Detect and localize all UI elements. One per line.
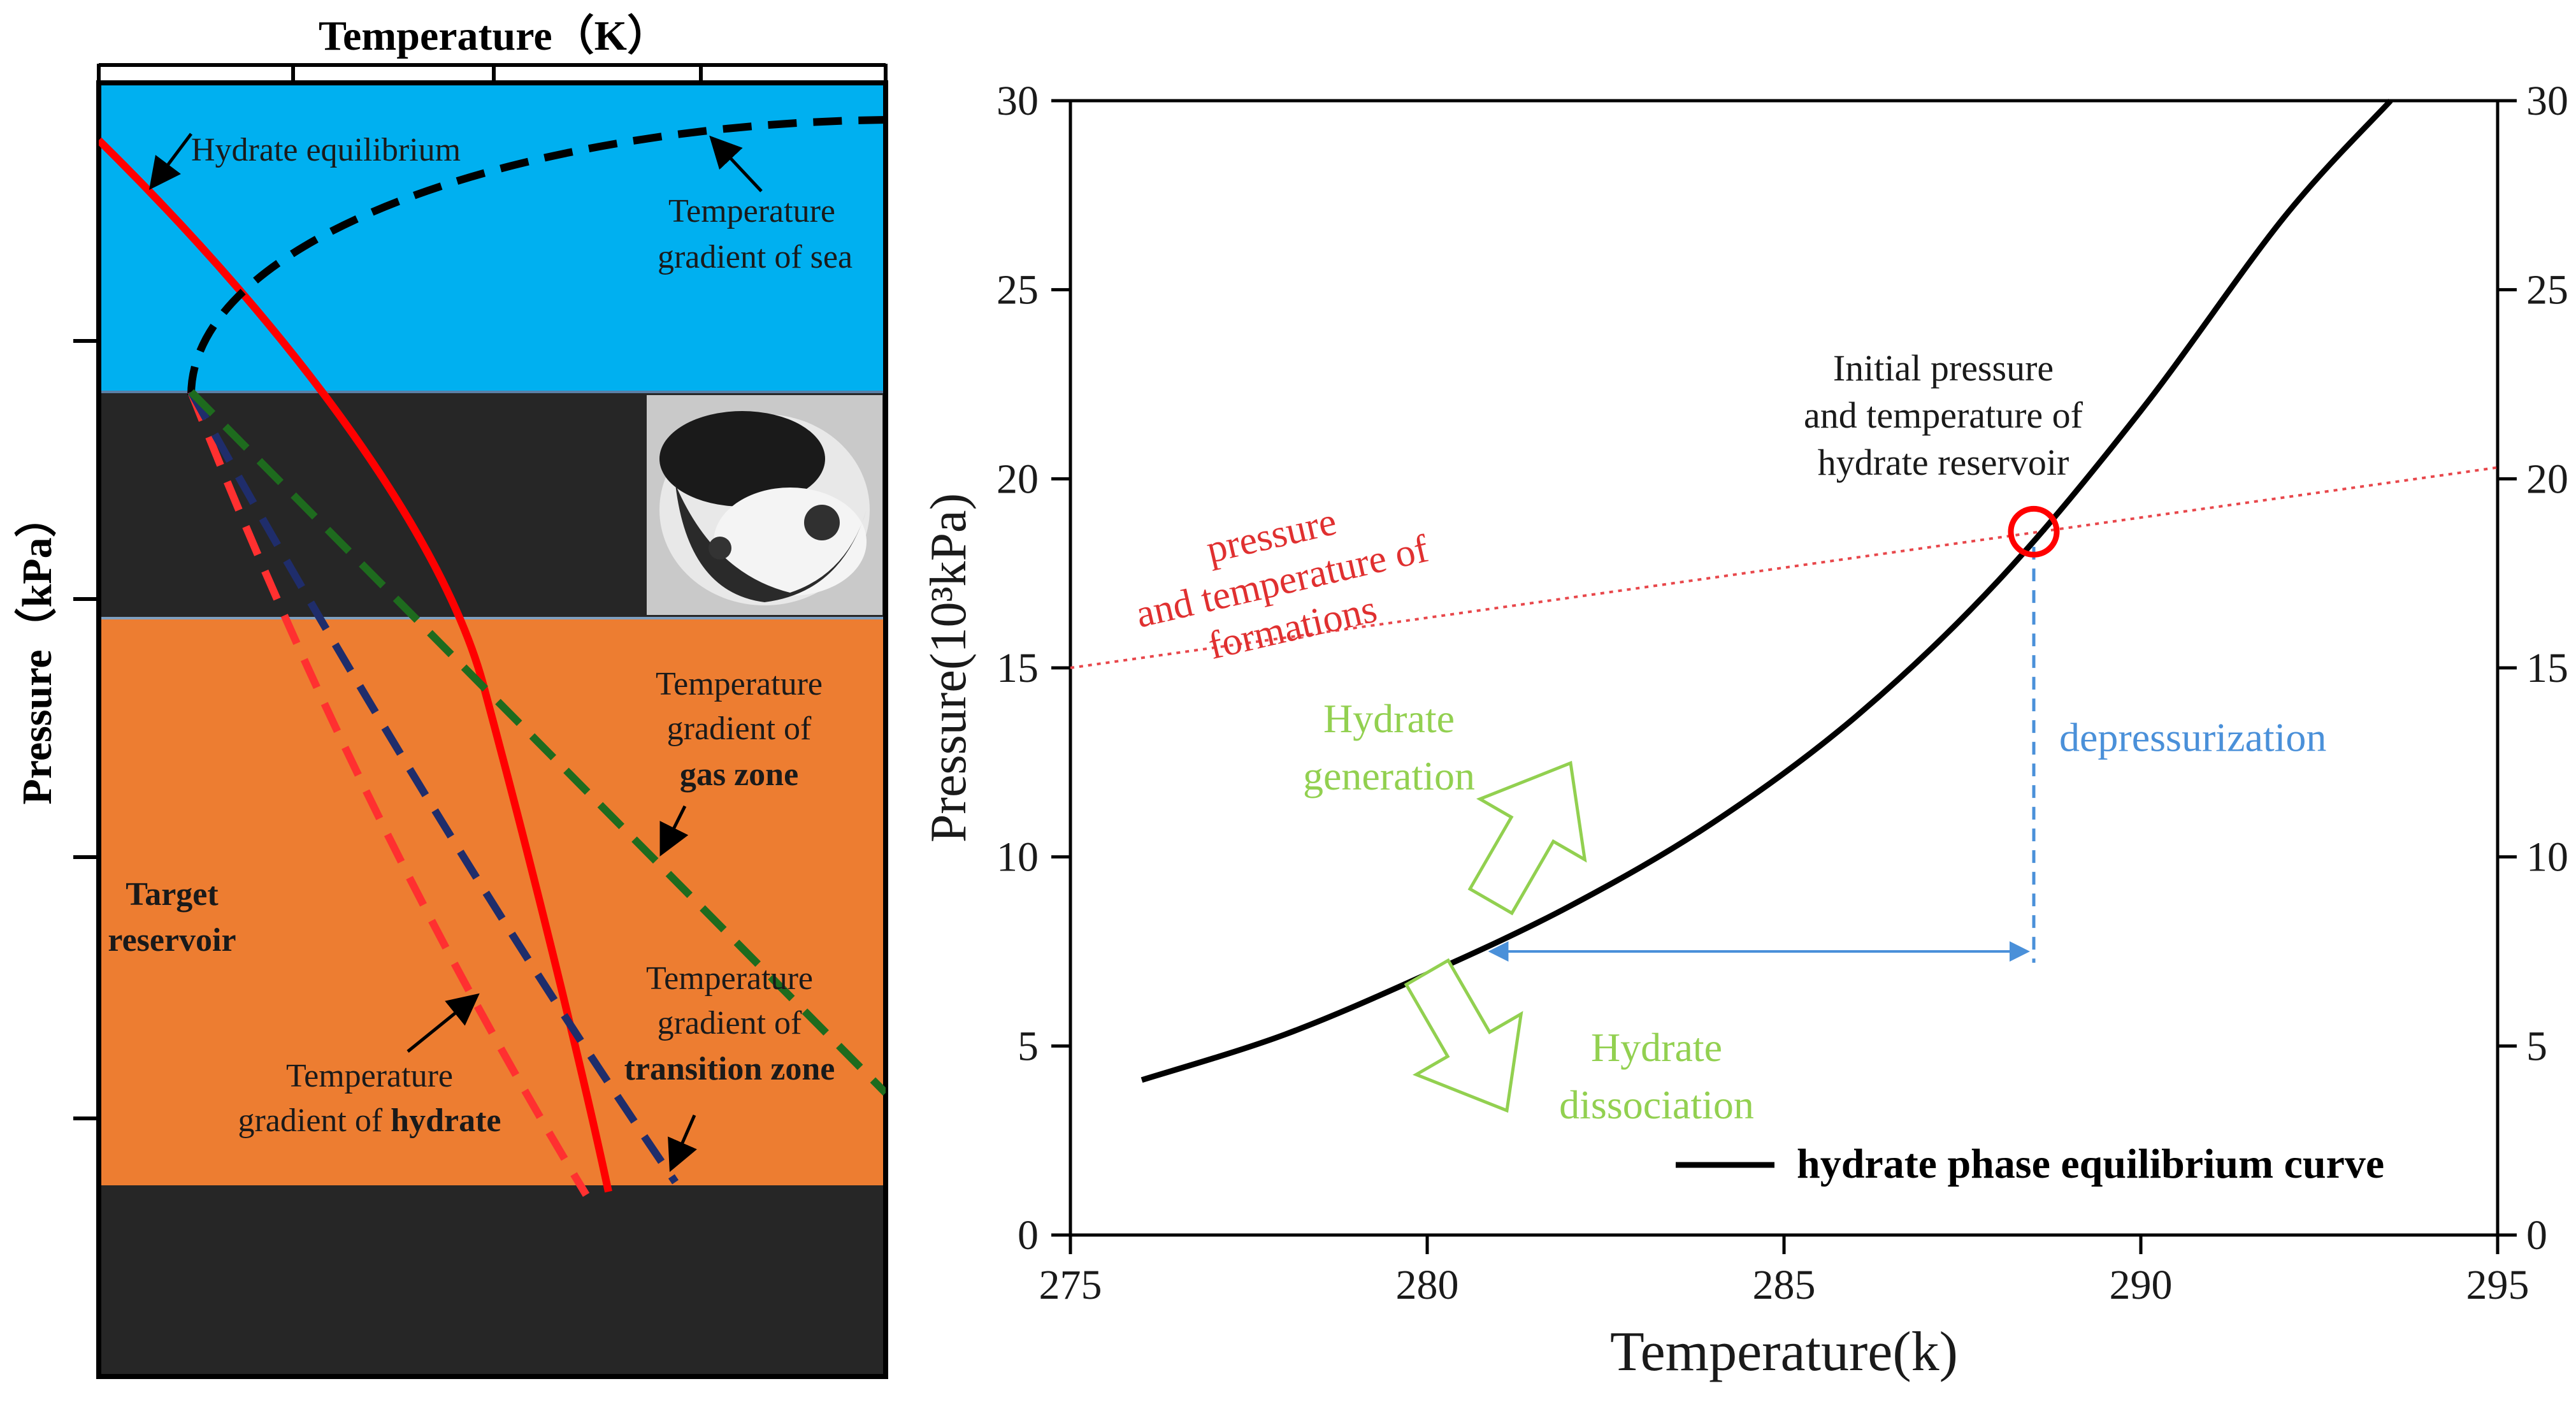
pointer-arrow — [668, 1114, 697, 1173]
legend-label: hydrate phase equilibrium curve — [1797, 1141, 2384, 1187]
x-tick-label: 280 — [1396, 1262, 1459, 1308]
y-tick-label-right: 5 — [2526, 1023, 2547, 1069]
left-axis-ticks — [73, 339, 99, 1120]
series-layer: pressureand temperature offormations — [1070, 98, 2498, 1083]
pointer-arrow — [149, 133, 192, 190]
label-gas-gradient-line3: gas zone — [680, 756, 798, 793]
x-axis: 275 280 285 290 295 — [1039, 1235, 2529, 1308]
x-tick-label: 290 — [2110, 1262, 2173, 1308]
label-hydrate-equilibrium: Hydrate equilibrium — [191, 132, 461, 168]
y-tick-label: 5 — [1018, 1023, 1039, 1069]
label-hydrate-gradient-line2: gradient of hydrate — [238, 1102, 501, 1139]
label-gas-gradient-line1: Temperature — [656, 666, 823, 702]
equilibrium-curve — [1140, 98, 2393, 1083]
label-transition-gradient-line2: gradient of — [658, 1005, 802, 1041]
phase-equilibrium-chart: 275 280 285 290 295 0 5 10 15 20 25 30 0 5 10 15 20 25 3… — [921, 78, 2568, 1383]
y-axis-right: 0 5 10 15 20 25 30 — [2498, 78, 2568, 1259]
y-tick-label: 10 — [997, 834, 1039, 881]
hydrate-sample-photo — [647, 395, 882, 615]
sea-layer — [99, 83, 886, 392]
label-gas-gradient-line2: gradient of — [667, 711, 812, 747]
x-tick-label: 275 — [1039, 1262, 1102, 1308]
transition-temperature-gradient — [187, 390, 679, 1185]
formation-pt-label: pressureand temperature offormations — [1121, 481, 1443, 683]
pointer-arrow — [709, 135, 763, 192]
hydrate-temperature-gradient — [187, 390, 590, 1197]
label-sea-gradient-line1: Temperature — [668, 193, 835, 229]
pointer-arrow — [407, 993, 480, 1053]
generation-label: Hydrate generation — [1303, 696, 1475, 798]
depressurization-label: depressurization — [2059, 715, 2326, 760]
label-sea-gradient-line2: gradient of sea — [658, 239, 853, 275]
dissociation-arrow — [1404, 958, 1523, 1113]
legend: hydrate phase equilibrium curve — [1676, 1141, 2384, 1187]
initial-state-marker — [2008, 505, 2060, 558]
plot-frame — [1069, 99, 2500, 1237]
label-hydrate-gradient-line1: Temperature — [286, 1058, 453, 1094]
x-axis-title: Temperature(k) — [1610, 1321, 1958, 1383]
y-axis: 0 5 10 15 20 25 30 — [997, 78, 1070, 1259]
top-axis-title: Temperature（K） — [319, 12, 669, 59]
y-tick-label-right: 0 — [2526, 1212, 2547, 1259]
y-tick-label-right: 15 — [2526, 645, 2568, 691]
sea-temperature-gradient — [187, 116, 886, 396]
geology-schematic-panel: Temperature（K） Pressure（kPa） Hydrate equ… — [13, 12, 888, 1379]
x-tick-label: 295 — [2466, 1262, 2529, 1308]
y-tick-label-right: 10 — [2526, 834, 2568, 881]
left-axis-title: Pressure（kPa） — [13, 495, 61, 804]
y-tick-label-right: 20 — [2526, 456, 2568, 502]
y-tick-label: 15 — [997, 645, 1039, 691]
x-tick-label: 285 — [1753, 1262, 1816, 1308]
initial-state-label: Initial pressure and temperature of hydrat… — [1804, 347, 2083, 483]
gas-temperature-gradient — [188, 389, 886, 1096]
y-tick-label: 0 — [1018, 1212, 1039, 1259]
y-tick-label-right: 30 — [2526, 78, 2568, 124]
y-tick-label-right: 25 — [2526, 267, 2568, 314]
y-tick-label: 30 — [997, 78, 1039, 124]
generation-arrow — [1467, 760, 1587, 916]
y-tick-label: 25 — [997, 267, 1039, 314]
label-transition-gradient-line1: Temperature — [646, 960, 813, 997]
y-tick-label: 20 — [997, 456, 1039, 502]
label-transition-gradient-line3: transition zone — [624, 1051, 835, 1087]
label-target-line2: reservoir — [108, 922, 236, 958]
label-target-line1: Target — [126, 876, 219, 913]
pointer-arrow — [659, 805, 689, 856]
dissociation-label: Hydrate dissociation — [1559, 1025, 1754, 1127]
lower-sediment-layer — [99, 1185, 886, 1376]
annotation-layer: depressurization Initial pressure and temp… — [1303, 347, 2326, 1127]
y-axis-title: Pressure(10³kPa) — [921, 493, 977, 842]
